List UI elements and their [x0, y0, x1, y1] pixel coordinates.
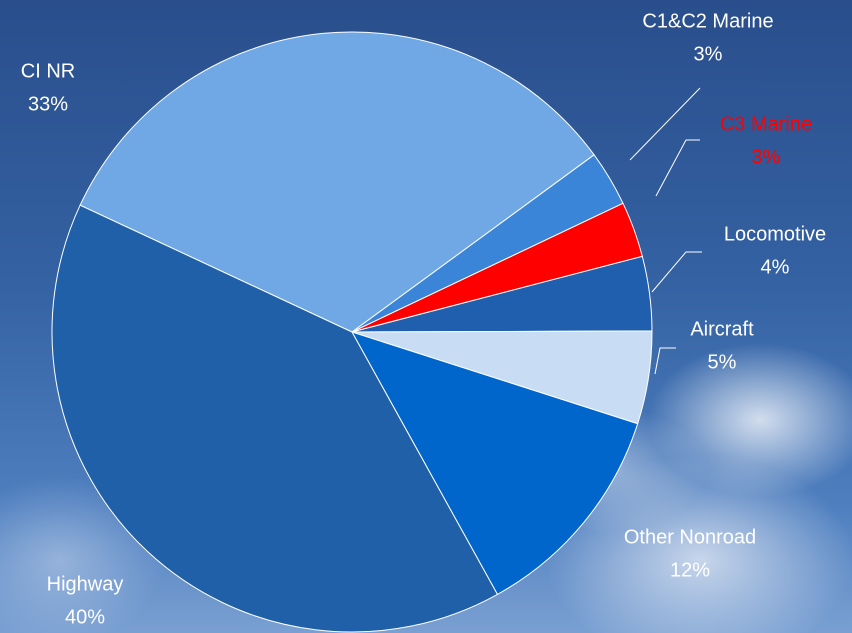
slice-value-label: 3% — [752, 146, 781, 168]
slice-label: CI NR — [21, 60, 75, 82]
slice-label: C3 Marine — [720, 113, 812, 135]
slice-label: Aircraft — [690, 318, 754, 340]
leader-line — [654, 347, 676, 375]
slice-label: C1&C2 Marine — [642, 10, 773, 32]
slice-label: Locomotive — [724, 223, 826, 245]
leader-line — [629, 87, 701, 161]
slice-value-label: 12% — [670, 559, 710, 581]
slice-value-label: 4% — [761, 256, 790, 278]
slice-label: Highway — [47, 573, 124, 595]
slice-value-label: 40% — [65, 606, 105, 628]
pie-slice — [51, 204, 499, 633]
pie-slice — [350, 331, 639, 596]
slice-value-label: 33% — [28, 93, 68, 115]
slice-value-label: 5% — [708, 351, 737, 373]
slice-value-label: 3% — [694, 43, 723, 65]
leader-line — [651, 251, 702, 293]
pie-slice — [79, 31, 595, 333]
slice-label: Other Nonroad — [624, 526, 756, 548]
leader-line — [655, 139, 700, 197]
